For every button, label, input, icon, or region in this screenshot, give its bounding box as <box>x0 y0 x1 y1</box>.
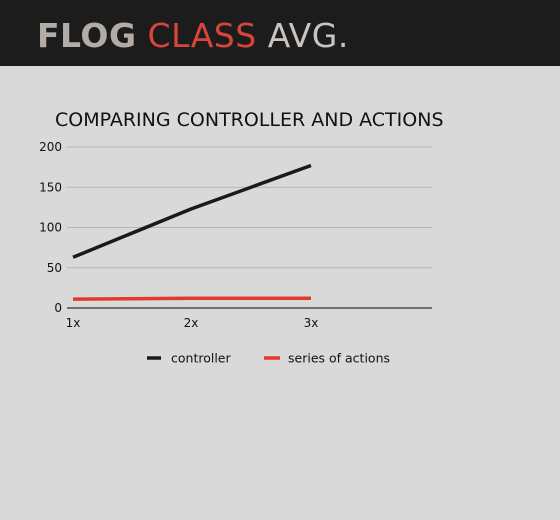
title-part-class: CLASS <box>147 16 257 55</box>
series-line-controller <box>72 163 312 259</box>
x-tick-label-2x: 2x <box>184 316 199 330</box>
y-tick-label-100: 100 <box>39 221 62 235</box>
page-title: FLOG CLASS AVG. <box>37 16 349 56</box>
legend-label-series-of-actions: series of actions <box>288 351 390 366</box>
title-part-flog: FLOG <box>37 16 137 55</box>
y-tick-label-200: 200 <box>39 140 62 154</box>
title-part-avg: AVG. <box>267 16 349 55</box>
y-tick-label-150: 150 <box>39 180 62 194</box>
chart-title: COMPARING CONTROLLER AND ACTIONS <box>55 109 444 131</box>
y-tick-label-0: 0 <box>54 301 62 315</box>
y-tick-label-50: 50 <box>47 261 62 275</box>
legend-label-controller: controller <box>171 351 231 366</box>
x-tick-label-3x: 3x <box>304 316 319 330</box>
series-line-series-of-actions <box>72 296 311 301</box>
x-tick-label-1x: 1x <box>66 316 81 330</box>
header-bar: FLOG CLASS AVG. <box>0 0 560 66</box>
